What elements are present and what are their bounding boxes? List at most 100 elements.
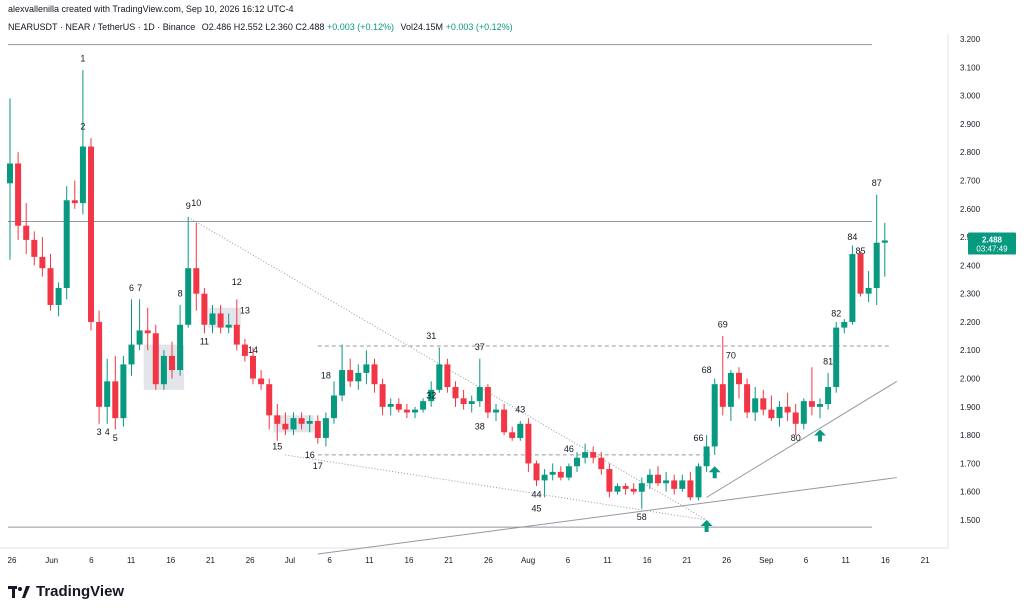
up-arrow-icon[interactable] <box>700 520 713 532</box>
candle-body[interactable] <box>517 423 524 438</box>
candle-body[interactable] <box>533 463 540 481</box>
candle-body[interactable] <box>136 330 143 345</box>
candle-body[interactable] <box>403 409 410 413</box>
wave-count-label[interactable]: 16 <box>305 450 315 460</box>
wave-count-label[interactable]: 44 <box>531 489 541 499</box>
candle-body[interactable] <box>687 480 694 498</box>
wave-count-label[interactable]: 85 <box>855 246 865 256</box>
trend-line[interactable] <box>285 454 707 521</box>
candle-body[interactable] <box>201 293 208 325</box>
wave-count-label[interactable]: 8 <box>178 288 183 298</box>
candle-body[interactable] <box>363 364 370 373</box>
candle-body[interactable] <box>574 457 580 467</box>
wave-count-label[interactable]: 82 <box>831 308 841 318</box>
candle-body[interactable] <box>79 146 86 204</box>
candle-body[interactable] <box>598 457 605 470</box>
candle-body[interactable] <box>104 381 111 407</box>
candle-body[interactable] <box>484 387 491 413</box>
trend-line[interactable] <box>317 477 897 555</box>
candle-body[interactable] <box>776 406 783 419</box>
candle-body[interactable] <box>88 146 94 322</box>
candle-body[interactable] <box>671 480 678 489</box>
candle-body[interactable] <box>371 364 378 385</box>
candle-body[interactable] <box>719 384 726 407</box>
candle-body[interactable] <box>347 370 354 382</box>
candle-body[interactable] <box>541 474 548 481</box>
candle-body[interactable] <box>241 344 248 356</box>
candle-body[interactable] <box>800 401 807 424</box>
candle-body[interactable] <box>71 200 78 204</box>
wave-count-label[interactable]: 6 <box>129 283 134 293</box>
candle-body[interactable] <box>209 313 216 325</box>
candle-body[interactable] <box>452 387 459 399</box>
candle-body[interactable] <box>760 398 767 410</box>
candle-body[interactable] <box>841 321 848 328</box>
tradingview-brand[interactable]: TradingView <box>8 583 124 600</box>
candle-body[interactable] <box>331 395 337 419</box>
candle-body[interactable] <box>663 480 670 484</box>
candle-body[interactable] <box>339 370 346 396</box>
candle-body[interactable] <box>792 412 799 424</box>
candle-body[interactable] <box>768 409 775 419</box>
candle-body[interactable] <box>736 372 742 385</box>
candle-body[interactable] <box>679 480 686 489</box>
wave-count-label[interactable]: 81 <box>823 356 833 366</box>
wave-count-label[interactable]: 17 <box>313 461 323 471</box>
candle-body[interactable] <box>128 344 135 365</box>
wave-count-label[interactable]: 69 <box>718 320 728 330</box>
candle-body[interactable] <box>282 423 289 430</box>
wave-count-label[interactable]: 43 <box>515 404 525 414</box>
candle-body[interactable] <box>744 384 751 413</box>
candle-body[interactable] <box>436 364 443 390</box>
candle-body[interactable] <box>857 254 864 294</box>
wave-count-label[interactable]: 12 <box>232 277 242 287</box>
candle-body[interactable] <box>31 239 38 257</box>
candle-body[interactable] <box>646 474 653 484</box>
candle-body[interactable] <box>468 401 475 404</box>
candle-body[interactable] <box>39 256 46 269</box>
candle-body[interactable] <box>15 163 22 226</box>
candle-body[interactable] <box>420 401 427 410</box>
candle-body[interactable] <box>169 355 175 371</box>
candle-body[interactable] <box>217 313 224 328</box>
wave-count-label[interactable]: 87 <box>872 178 882 188</box>
candle-body[interactable] <box>695 466 702 498</box>
candle-body[interactable] <box>614 486 621 492</box>
candle-body[interactable] <box>655 474 661 484</box>
candle-body[interactable] <box>784 406 791 413</box>
candle-body[interactable] <box>825 387 832 404</box>
candle-body[interactable] <box>881 240 888 243</box>
candle-body[interactable] <box>258 378 265 385</box>
wave-count-label[interactable]: 32 <box>426 390 436 400</box>
candle-body[interactable] <box>428 389 435 402</box>
candle-body[interactable] <box>493 409 499 413</box>
candle-body[interactable] <box>711 384 718 447</box>
candle-body[interactable] <box>144 330 151 334</box>
wave-count-label[interactable]: 2 <box>80 122 85 132</box>
candle-body[interactable] <box>96 321 103 407</box>
wave-count-label[interactable]: 15 <box>272 441 282 451</box>
wave-count-label[interactable]: 5 <box>113 433 118 443</box>
wave-count-label[interactable]: 18 <box>321 371 331 381</box>
candle-body[interactable] <box>274 415 281 424</box>
candle-body[interactable] <box>355 372 362 382</box>
candle-body[interactable] <box>306 420 313 424</box>
candle-body[interactable] <box>557 471 564 478</box>
rectangle-zone[interactable] <box>208 307 241 328</box>
wave-count-label[interactable]: 9 <box>186 201 191 211</box>
candle-body[interactable] <box>752 398 759 413</box>
wave-count-label[interactable]: 66 <box>693 433 703 443</box>
candle-body[interactable] <box>549 471 556 475</box>
candle-body[interactable] <box>185 268 192 325</box>
candle-body[interactable] <box>55 287 62 305</box>
candle-body[interactable] <box>476 387 483 402</box>
trend-line[interactable] <box>706 380 898 498</box>
wave-count-label[interactable]: 11 <box>200 337 209 347</box>
candle-body[interactable] <box>444 364 451 388</box>
wave-count-label[interactable]: 84 <box>847 232 857 242</box>
candle-body[interactable] <box>590 452 597 458</box>
candle-body[interactable] <box>638 483 645 492</box>
candle-body[interactable] <box>177 324 184 371</box>
candle-body[interactable] <box>112 381 119 419</box>
